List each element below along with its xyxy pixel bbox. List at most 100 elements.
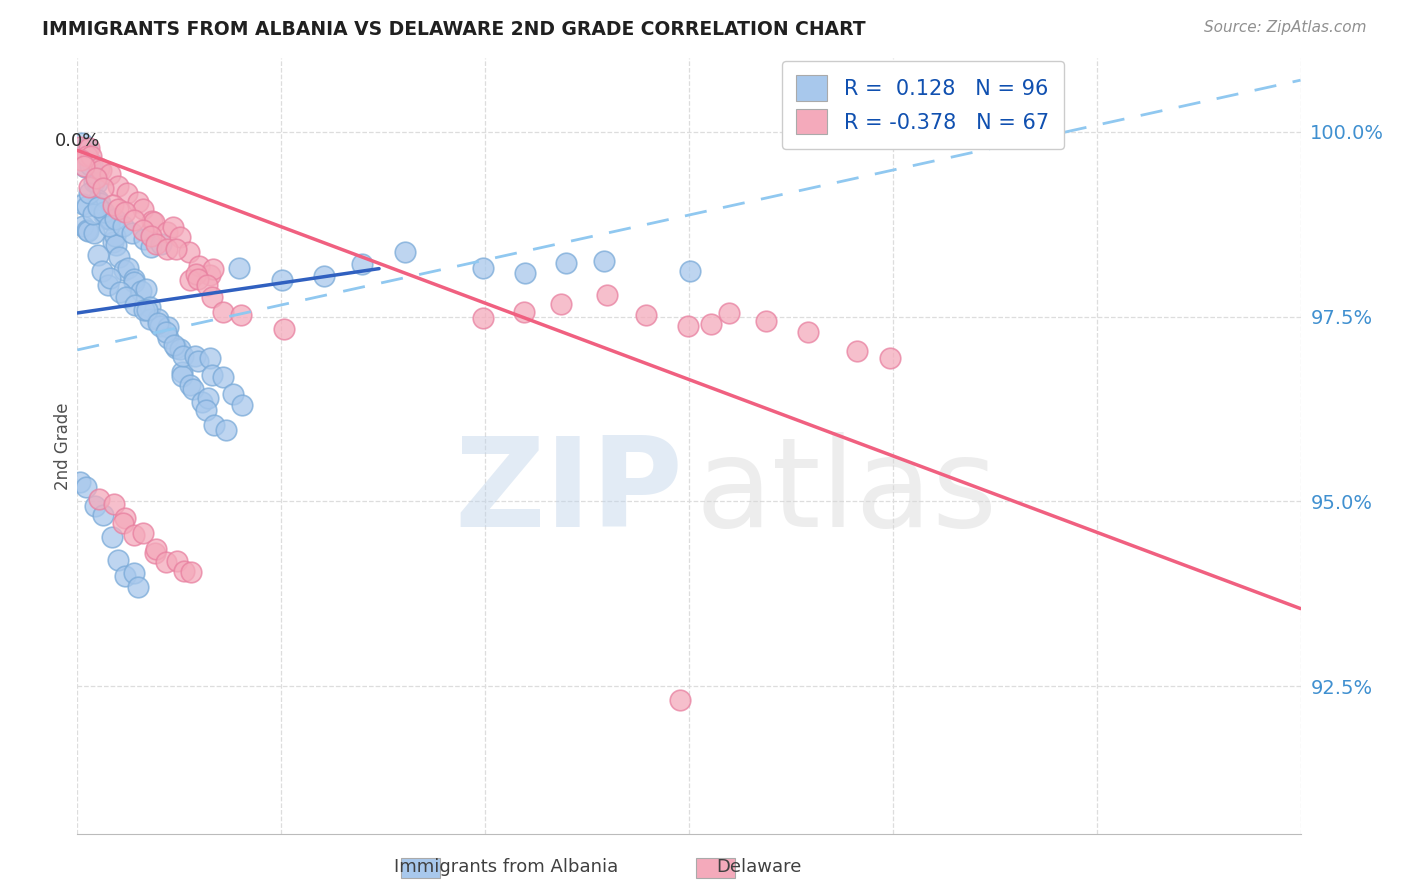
Point [77, 179, 100, 194]
Point [198, 268, 221, 283]
Point [76, 199, 98, 213]
Point [879, 351, 901, 365]
Point [211, 305, 233, 319]
Text: ZIP: ZIP [454, 432, 683, 553]
Point [72, 197, 94, 211]
Point [172, 368, 194, 383]
Point [91, 264, 114, 278]
Point [157, 330, 180, 344]
Point [273, 321, 295, 335]
Point [127, 194, 149, 209]
Point [169, 342, 191, 356]
Point [212, 370, 235, 384]
Point [513, 304, 536, 318]
Point [141, 214, 163, 228]
Point [98, 219, 121, 233]
Point [156, 242, 179, 256]
Point [197, 391, 219, 405]
Point [141, 229, 163, 244]
Point [394, 244, 416, 259]
Point [87, 200, 110, 214]
Point [350, 257, 373, 271]
Point [132, 232, 155, 246]
Point [676, 319, 699, 334]
Point [513, 266, 536, 280]
Point [139, 300, 162, 314]
Point [97, 277, 120, 292]
Point [669, 693, 692, 707]
Point [87, 491, 110, 506]
Point [755, 314, 778, 328]
Point [593, 253, 616, 268]
Point [135, 282, 157, 296]
Point [554, 256, 576, 270]
Point [117, 261, 139, 276]
Point [89, 196, 111, 211]
Point [173, 564, 195, 578]
Point [149, 319, 172, 334]
Point [98, 212, 121, 227]
Point [107, 202, 129, 216]
Point [221, 386, 243, 401]
Point [112, 219, 135, 233]
Point [172, 365, 194, 379]
Point [86, 176, 108, 190]
Point [108, 251, 131, 265]
Point [105, 238, 128, 252]
Point [100, 530, 122, 544]
Point [104, 229, 127, 244]
Point [73, 161, 96, 175]
Point [179, 378, 201, 392]
Point [201, 262, 224, 277]
Point [90, 162, 112, 177]
Point [127, 580, 149, 594]
Point [93, 205, 115, 219]
Point [122, 275, 145, 289]
Point [143, 546, 166, 560]
Point [121, 226, 143, 240]
Point [228, 260, 250, 275]
Point [98, 167, 121, 181]
Point [186, 354, 208, 368]
Point [132, 223, 155, 237]
Point [215, 423, 238, 437]
Point [165, 341, 187, 355]
Point [155, 555, 177, 569]
Point [181, 382, 204, 396]
Point [179, 273, 201, 287]
Text: Immigrants from Albania: Immigrants from Albania [394, 858, 619, 876]
Point [100, 271, 122, 285]
Point [124, 298, 146, 312]
Point [69, 140, 91, 154]
Point [155, 326, 177, 340]
Point [195, 278, 218, 293]
Point [104, 211, 127, 226]
Point [472, 260, 495, 275]
Point [122, 213, 145, 227]
Point [187, 259, 209, 273]
Point [165, 242, 187, 256]
Point [83, 226, 105, 240]
Point [146, 316, 169, 330]
Point [80, 149, 103, 163]
Point [108, 285, 131, 299]
Point [550, 297, 572, 311]
Text: Delaware: Delaware [717, 858, 801, 876]
Point [132, 202, 155, 217]
Point [114, 511, 136, 525]
Point [312, 269, 335, 284]
Point [202, 418, 225, 433]
Point [107, 553, 129, 567]
Point [112, 516, 135, 531]
Point [149, 236, 172, 251]
Point [166, 554, 188, 568]
Point [114, 569, 136, 583]
Point [201, 368, 224, 382]
Point [97, 211, 120, 226]
Point [112, 262, 135, 277]
Point [162, 219, 184, 234]
Point [184, 350, 207, 364]
Point [634, 309, 657, 323]
Point [101, 235, 124, 249]
Point [72, 142, 94, 156]
